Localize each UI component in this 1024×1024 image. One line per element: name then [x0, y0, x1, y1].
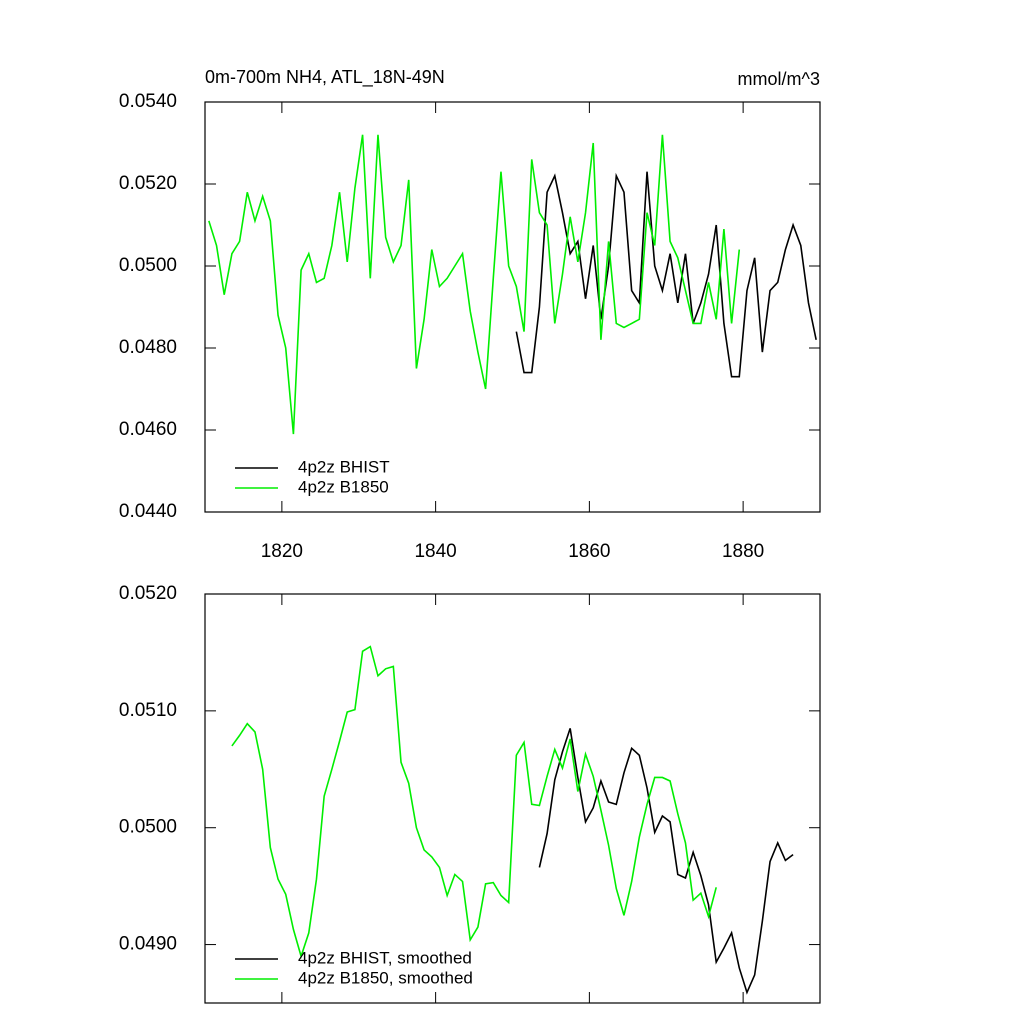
- y-tick-label: 0.0440: [119, 501, 177, 522]
- y-tick-label: 0.0480: [119, 337, 177, 358]
- y-tick-label: 0.0500: [119, 255, 177, 276]
- y-tick-label: 0.0460: [119, 419, 177, 440]
- x-tick-label: 1880: [722, 541, 764, 562]
- units-label: mmol/m^3: [738, 69, 820, 89]
- y-tick-label: 0.0500: [119, 817, 177, 838]
- legend-label: 4p2z B1850, smoothed: [298, 968, 473, 987]
- data-line: [538, 728, 794, 995]
- x-tick-label: 1860: [568, 541, 610, 562]
- x-tick-label: 1820: [261, 541, 303, 562]
- legend-label: 4p2z BHIST, smoothed: [298, 948, 472, 967]
- y-tick-label: 0.0510: [119, 700, 177, 721]
- chart-title: 0m-700m NH4, ATL_18N-49N: [205, 67, 445, 88]
- data-line: [208, 134, 741, 435]
- x-tick-label: 1840: [414, 541, 456, 562]
- legend-label: 4p2z B1850: [298, 477, 389, 496]
- y-tick-label: 0.0520: [119, 173, 177, 194]
- plot-frame: [204, 593, 821, 1004]
- y-tick-label: 0.0490: [119, 934, 177, 955]
- data-line: [231, 645, 717, 959]
- y-tick-label: 0.0540: [119, 91, 177, 112]
- plot-frame: [204, 101, 821, 513]
- y-tick-label: 0.0520: [119, 583, 177, 604]
- legend-label: 4p2z BHIST: [298, 457, 390, 476]
- data-line: [515, 171, 817, 378]
